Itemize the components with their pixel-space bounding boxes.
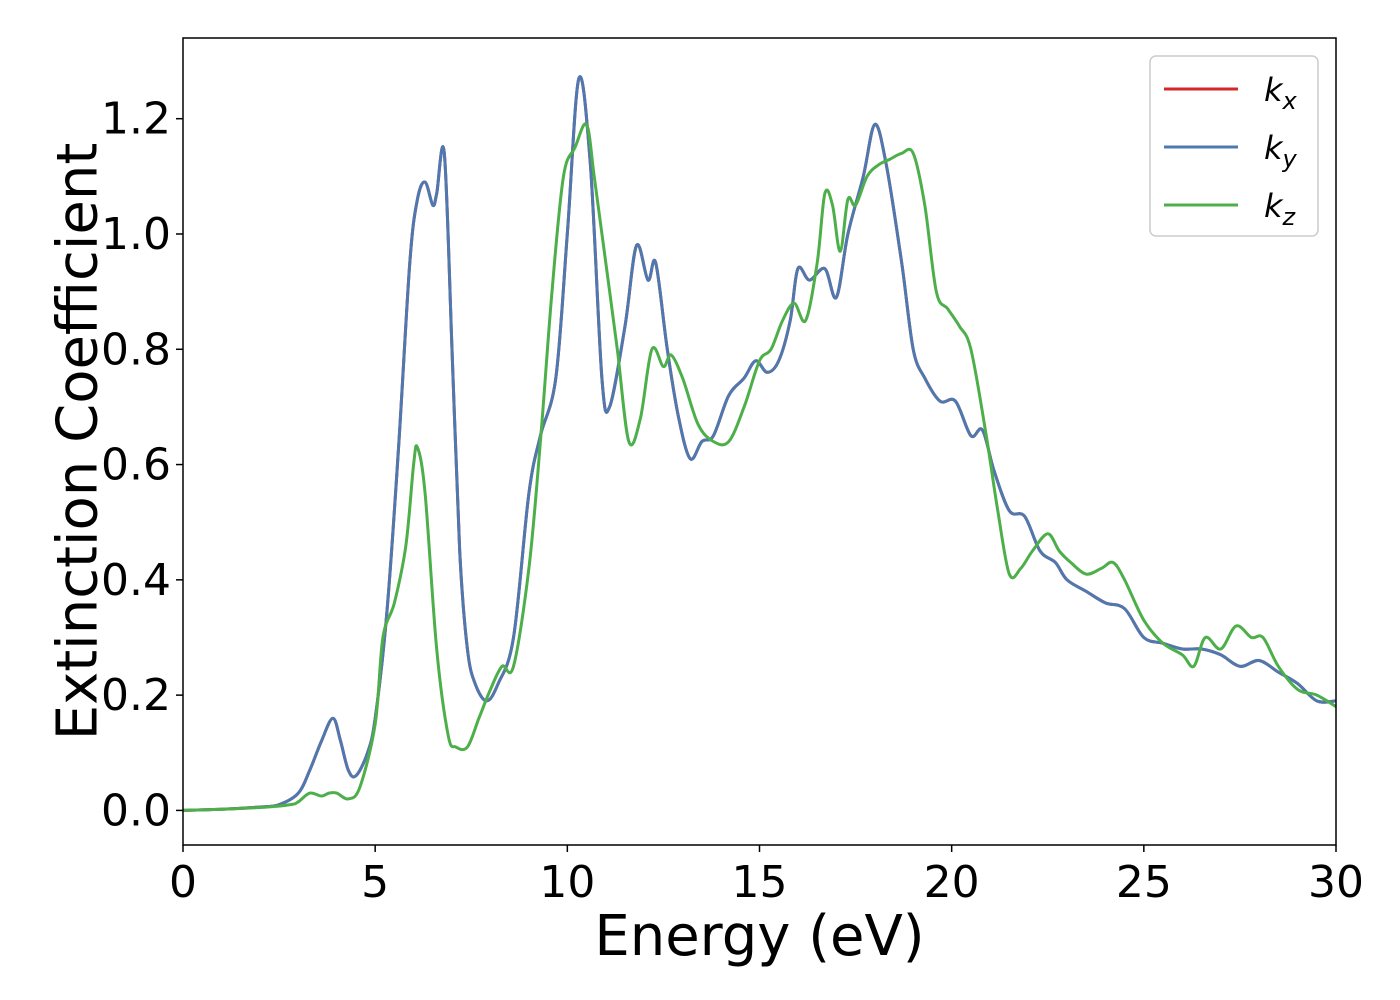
y-axis-title: Extinction Coefficient xyxy=(46,143,111,741)
x-tick-label: 15 xyxy=(732,857,788,908)
x-tick-label: 25 xyxy=(1116,857,1172,908)
x-tick-label: 20 xyxy=(924,857,980,908)
x-axis-ticks: 0 5 10 15 20 25 30 xyxy=(169,845,1364,908)
legend-label-main: k xyxy=(1264,129,1284,167)
y-tick-label: 0.6 xyxy=(101,440,171,491)
x-axis-title: Energy (eV) xyxy=(594,904,924,969)
legend-label-subscript: x xyxy=(1282,87,1298,115)
y-tick-label: 0.8 xyxy=(101,324,171,375)
y-tick-label: 1.0 xyxy=(101,209,171,260)
legend-label-main: k xyxy=(1264,187,1284,225)
y-axis-ticks: 0.0 0.2 0.4 0.6 0.8 1.0 1.2 xyxy=(101,94,183,836)
series-layer xyxy=(183,75,1336,812)
legend-label-kz: kz xyxy=(1264,187,1297,231)
series-line-ky xyxy=(183,75,1336,812)
x-tick-label: 5 xyxy=(361,857,389,908)
x-tick-label: 0 xyxy=(169,857,197,908)
y-tick-label: 0.0 xyxy=(101,785,171,836)
y-tick-label: 1.2 xyxy=(101,94,171,145)
legend-label-subscript: z xyxy=(1282,203,1297,231)
y-tick-label: 0.4 xyxy=(101,555,171,606)
series-line-kz xyxy=(183,122,1336,812)
y-tick-label: 0.2 xyxy=(101,670,171,721)
legend-label-kx: kx xyxy=(1264,71,1298,115)
legend-label-ky: ky xyxy=(1264,129,1298,173)
x-tick-label: 30 xyxy=(1308,857,1364,908)
x-tick-label: 10 xyxy=(539,857,595,908)
legend-label-main: k xyxy=(1264,71,1284,109)
legend-label-subscript: y xyxy=(1282,145,1298,173)
